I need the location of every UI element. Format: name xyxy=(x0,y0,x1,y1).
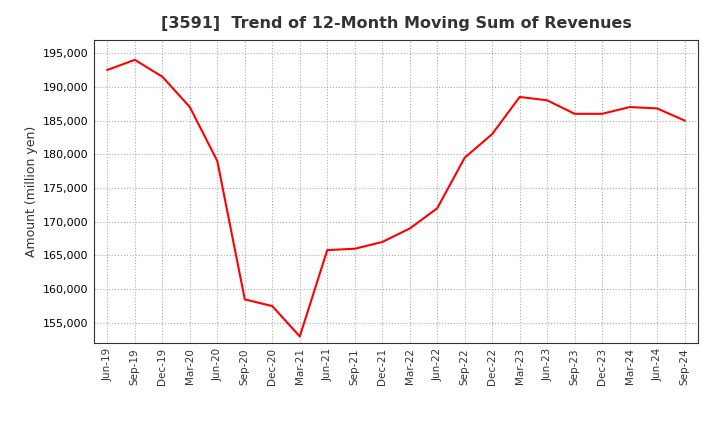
Y-axis label: Amount (million yen): Amount (million yen) xyxy=(24,126,37,257)
Title: [3591]  Trend of 12-Month Moving Sum of Revenues: [3591] Trend of 12-Month Moving Sum of R… xyxy=(161,16,631,32)
